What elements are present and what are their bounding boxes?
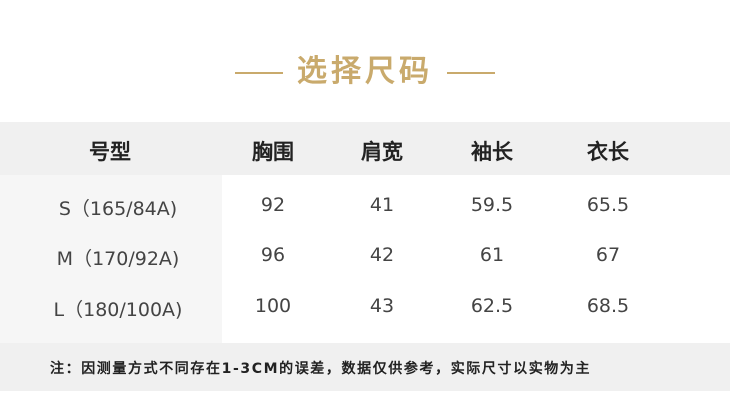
column-header: 胸围 xyxy=(252,140,294,164)
title-text: 选择尺码 xyxy=(297,54,433,89)
size-label-cell: S（165/84A) xyxy=(58,198,178,220)
column-header: 袖长 xyxy=(471,140,513,164)
table-cell: 68.5 xyxy=(586,295,630,317)
column-header: 号型 xyxy=(89,140,131,164)
table-cell: 61 xyxy=(479,244,505,266)
table-cell: 43 xyxy=(369,295,395,317)
table-cell: 100 xyxy=(254,295,292,317)
size-label-cell: L（180/100A) xyxy=(53,299,183,321)
size-label-cell: M（170/92A) xyxy=(56,248,180,270)
column-header: 肩宽 xyxy=(361,140,403,164)
table-cell: 62.5 xyxy=(470,295,514,317)
title-divider-right xyxy=(447,72,495,74)
note-text: 注：因测量方式不同存在1-3CM的误差，数据仅供参考，实际尺寸以实物为主 xyxy=(50,361,592,377)
note-bar: 注：因测量方式不同存在1-3CM的误差，数据仅供参考，实际尺寸以实物为主 xyxy=(0,343,730,391)
table-cell: 59.5 xyxy=(470,194,514,216)
page-title: 选择尺码 xyxy=(0,50,730,94)
size-column-background xyxy=(0,175,222,343)
table-cell: 67 xyxy=(595,244,621,266)
table-cell: 96 xyxy=(260,244,286,266)
column-header: 衣长 xyxy=(587,140,629,164)
table-header-row xyxy=(0,122,730,175)
table-cell: 92 xyxy=(260,194,286,216)
table-cell: 41 xyxy=(369,194,395,216)
title-divider-left xyxy=(235,72,283,74)
table-cell: 65.5 xyxy=(586,194,630,216)
table-cell: 42 xyxy=(369,244,395,266)
